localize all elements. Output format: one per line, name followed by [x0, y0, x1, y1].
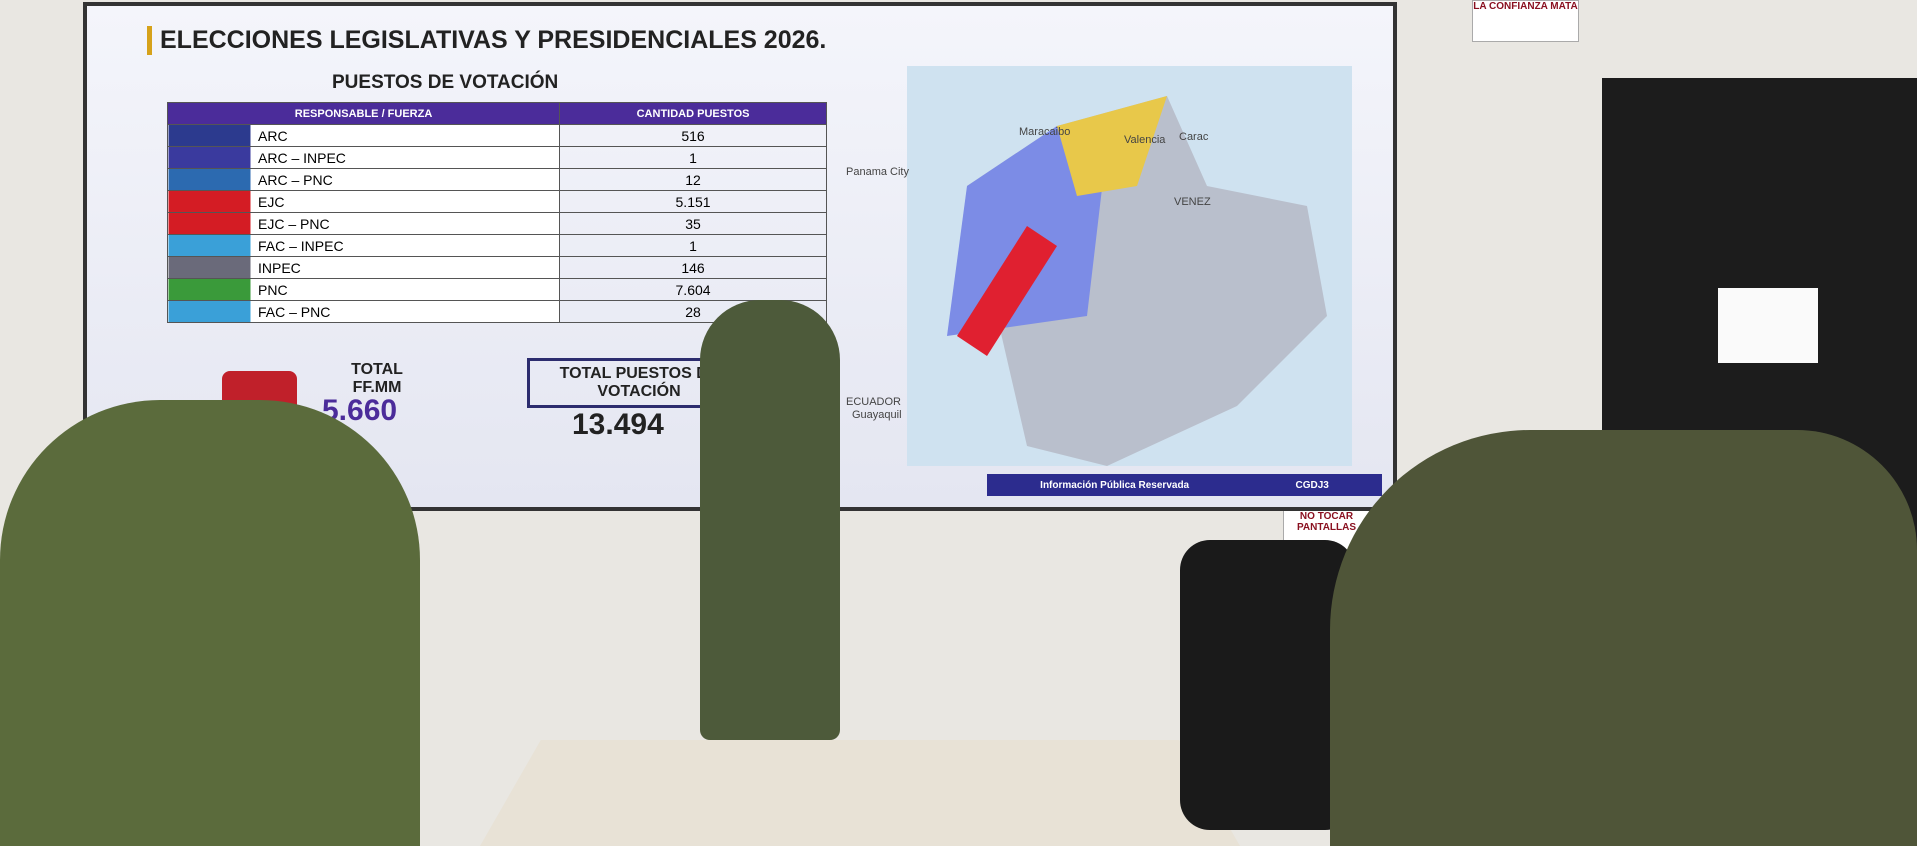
- row-value: 1: [559, 234, 827, 257]
- row-label: ARC – INPEC: [166, 146, 561, 169]
- table-row: PNC 7.604: [166, 278, 827, 301]
- row-label: FAC – INPEC: [166, 234, 561, 257]
- map-shapes: [947, 96, 1327, 466]
- row-label: EJC: [166, 190, 561, 213]
- row-value: 516: [559, 124, 827, 147]
- officer-right: [1330, 430, 1917, 846]
- table: RESPONSABLE / FUERZA CANTIDAD PUESTOS ARC 5…: [166, 102, 827, 323]
- table-row: ARC – PNC 12: [166, 168, 827, 191]
- header-cell: RESPONSABLE / FUERZA: [166, 102, 561, 125]
- row-value: 5.151: [559, 190, 827, 213]
- row-label: ARC: [166, 124, 561, 147]
- map-label: Panama City: [846, 166, 909, 178]
- map-label: Carac: [1179, 131, 1209, 143]
- row-value: 146: [559, 256, 827, 279]
- row-value: 7.604: [559, 278, 827, 301]
- screen-title: ELECCIONES LEGISLATIVAS Y PRESIDENCIALES…: [147, 26, 826, 55]
- table-row: EJC – PNC 35: [166, 212, 827, 235]
- map-label: Valencia: [1124, 134, 1166, 146]
- table-row: FAC – INPEC 1: [166, 234, 827, 257]
- row-value: 1: [559, 146, 827, 169]
- region: [1057, 96, 1167, 196]
- row-value: 12: [559, 168, 827, 191]
- row-label: FAC – PNC: [166, 300, 561, 323]
- row-label: INPEC: [166, 256, 561, 279]
- footer-text: Información Pública Reservada: [1040, 479, 1190, 491]
- wall-sign: LA CONFIANZA MATA: [1472, 0, 1579, 42]
- screen-subtitle: PUESTOS DE VOTACIÓN: [332, 72, 559, 93]
- table-top: [480, 740, 1240, 846]
- header-row: RESPONSABLE / FUERZA CANTIDAD PUESTOS: [166, 102, 827, 125]
- map-label: ECUADOR: [846, 396, 902, 408]
- chair: [1180, 540, 1355, 830]
- table-row: EJC 5.151: [166, 190, 827, 213]
- region: [957, 226, 1057, 356]
- map: [907, 66, 1352, 466]
- map-label: Guayaquil: [852, 409, 902, 421]
- total-puestos-label: TOTAL PUESTOS DE VOTACIÓN: [527, 358, 751, 408]
- presenter: [700, 300, 840, 740]
- map-label: VENEZ: [1174, 196, 1211, 208]
- map-label: Maracaibo: [1019, 126, 1071, 138]
- row-value: 35: [559, 212, 827, 235]
- footer-text: CGDJ3: [1295, 479, 1329, 491]
- row-label: ARC – PNC: [166, 168, 561, 191]
- total-ffmm-label: TOTAL FF.MM: [351, 361, 403, 396]
- paper: [1718, 288, 1818, 363]
- table-row: INPEC 146: [166, 256, 827, 279]
- table-row: FAC – PNC 28: [166, 300, 827, 323]
- row-label: EJC – PNC: [166, 212, 561, 235]
- officer-left: [0, 400, 420, 846]
- total-puestos-value: 13.494: [572, 408, 664, 441]
- row-label: PNC: [166, 278, 561, 301]
- table-row: ARC 516: [166, 124, 827, 147]
- header-cell: CANTIDAD PUESTOS: [559, 102, 827, 125]
- screen-footer: Información Pública Reservada CGDJ3: [987, 474, 1382, 496]
- table-row: ARC – INPEC 1: [166, 146, 827, 169]
- screen: ELECCIONES LEGISLATIVAS Y PRESIDENCIALES…: [83, 2, 1397, 511]
